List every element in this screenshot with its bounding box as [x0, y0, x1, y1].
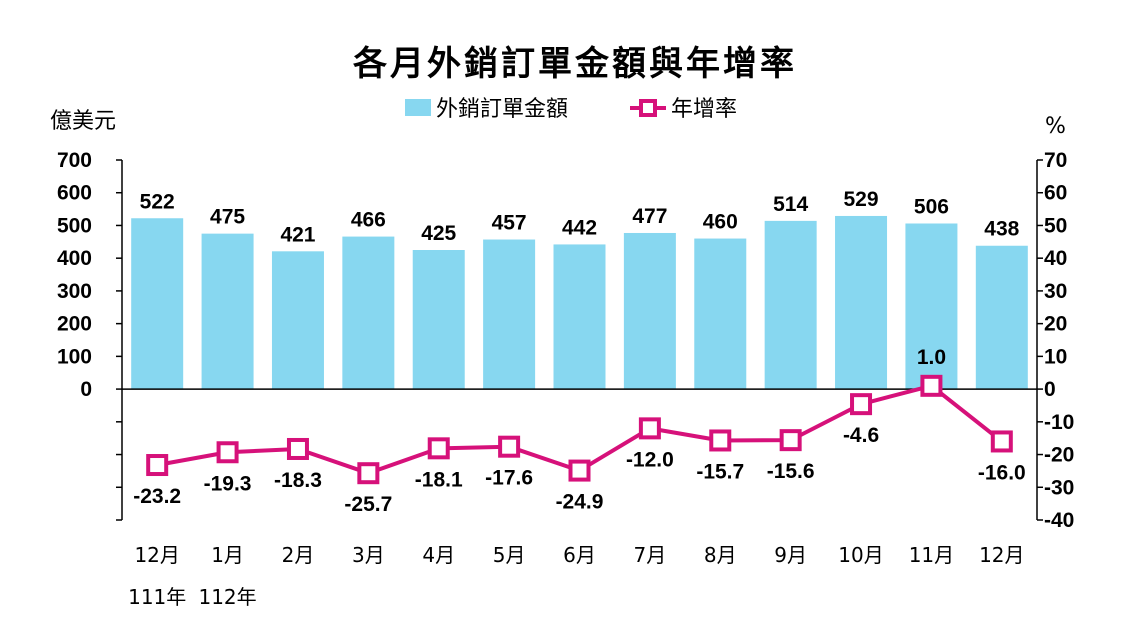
growth-rate-label: -19.3 — [204, 472, 252, 495]
growth-rate-label: -18.3 — [274, 469, 322, 492]
bar-value-label: 442 — [562, 216, 597, 239]
growth-rate-marker — [920, 374, 943, 397]
bar-value-label: 457 — [492, 212, 527, 235]
left-axis-tick-label: 0 — [80, 378, 92, 401]
growth-rate-label: -18.1 — [415, 468, 463, 491]
legend-line-label: 年增率 — [671, 97, 737, 122]
growth-rate-marker — [427, 437, 450, 460]
right-axis-tick-label: 10 — [1044, 345, 1067, 368]
growth-rate-label: -12.0 — [626, 448, 674, 471]
growth-rate-marker — [216, 441, 239, 464]
growth-rate-label: 1.0 — [917, 346, 946, 369]
bar-value-label: 529 — [844, 188, 879, 211]
category-label: 9月 — [774, 543, 807, 567]
bar-value-label: 514 — [773, 193, 808, 216]
bar-value-label: 466 — [351, 209, 386, 232]
right-axis-tick-label: 30 — [1044, 280, 1067, 303]
growth-rate-marker — [498, 435, 521, 458]
bar-value-label: 506 — [914, 195, 949, 218]
right-axis-tick-label: 70 — [1044, 149, 1067, 172]
bar-value-label: 522 — [140, 190, 175, 213]
bar — [342, 236, 395, 390]
growth-rate-marker — [990, 430, 1013, 453]
bar-value-label: 425 — [421, 222, 456, 245]
growth-rate-label: -16.0 — [978, 461, 1026, 484]
bar-value-label: 460 — [703, 211, 738, 234]
left-axis-tick-label: 100 — [57, 345, 92, 368]
growth-rate-label: -4.6 — [843, 424, 879, 447]
growth-rate-marker — [779, 429, 802, 452]
category-label: 4月 — [422, 543, 455, 567]
category-label: 2月 — [282, 543, 315, 567]
right-axis-tick-label: -20 — [1044, 444, 1074, 467]
growth-rate-marker — [286, 437, 309, 460]
category-label: 6月 — [563, 543, 596, 567]
chart-title: 各月外銷訂單金額與年增率 — [353, 44, 797, 84]
left-axis-tick-label: 200 — [57, 313, 92, 336]
legend-bar-swatch — [405, 99, 431, 116]
year-label: 112年 — [198, 585, 256, 609]
right-axis-tick-label: 60 — [1044, 182, 1067, 205]
category-label: 5月 — [493, 543, 526, 567]
growth-rate-label: -23.2 — [133, 485, 181, 508]
growth-rate-label: -15.7 — [696, 460, 744, 483]
bar — [975, 245, 1028, 390]
left-axis-tick-label: 700 — [57, 149, 92, 172]
right-axis-tick-label: -40 — [1044, 509, 1074, 532]
right-axis-tick-label: 20 — [1044, 313, 1067, 336]
category-label: 10月 — [838, 543, 883, 567]
bar — [553, 244, 606, 390]
left-axis-unit: 億美元 — [50, 109, 116, 134]
growth-rate-marker — [638, 417, 661, 440]
bar — [764, 220, 817, 390]
legend-line-marker — [639, 99, 657, 117]
left-axis-tick-label: 600 — [57, 182, 92, 205]
left-axis-tick-label: 300 — [57, 280, 92, 303]
right-axis-unit: % — [1045, 114, 1066, 139]
right-axis-tick-label: -10 — [1044, 411, 1074, 434]
growth-rate-marker — [568, 459, 591, 482]
bar — [905, 223, 958, 390]
right-axis-tick-label: 50 — [1044, 214, 1067, 237]
bar — [412, 250, 465, 390]
category-label: 1月 — [211, 543, 244, 567]
category-label: 3月 — [352, 543, 385, 567]
bar-value-label: 477 — [632, 205, 667, 228]
growth-rate-marker — [146, 454, 169, 477]
growth-rate-marker — [850, 393, 873, 416]
bar — [694, 238, 747, 390]
category-label: 7月 — [634, 543, 667, 567]
bar-value-label: 438 — [984, 218, 1019, 241]
category-label: 8月 — [704, 543, 737, 567]
plot-area: 7006005004003002001000706050403020100-10… — [57, 149, 1074, 609]
bar — [201, 233, 254, 390]
legend-bar-label: 外銷訂單金額 — [436, 97, 568, 122]
growth-rate-label: -17.6 — [485, 467, 533, 490]
bar — [835, 215, 888, 390]
growth-rate-label: -25.7 — [344, 493, 392, 516]
category-label: 12月 — [134, 543, 179, 567]
year-label: 111年 — [128, 585, 186, 609]
bar — [271, 251, 324, 390]
right-axis-tick-label: 0 — [1044, 378, 1056, 401]
right-axis-tick-label: 40 — [1044, 247, 1067, 270]
growth-rate-marker — [357, 462, 380, 485]
category-label: 12月 — [979, 543, 1024, 567]
growth-rate-marker — [709, 429, 732, 452]
left-axis-tick-label: 500 — [57, 214, 92, 237]
growth-rate-label: -15.6 — [767, 460, 815, 483]
bar-value-label: 421 — [280, 223, 315, 246]
bar — [483, 239, 536, 390]
bar — [131, 218, 184, 390]
left-axis-tick-label: 400 — [57, 247, 92, 270]
growth-rate-label: -24.9 — [556, 491, 604, 514]
category-label: 11月 — [909, 543, 954, 567]
bar-value-label: 475 — [210, 206, 245, 229]
right-axis-tick-label: -30 — [1044, 476, 1074, 499]
bar — [623, 232, 676, 390]
